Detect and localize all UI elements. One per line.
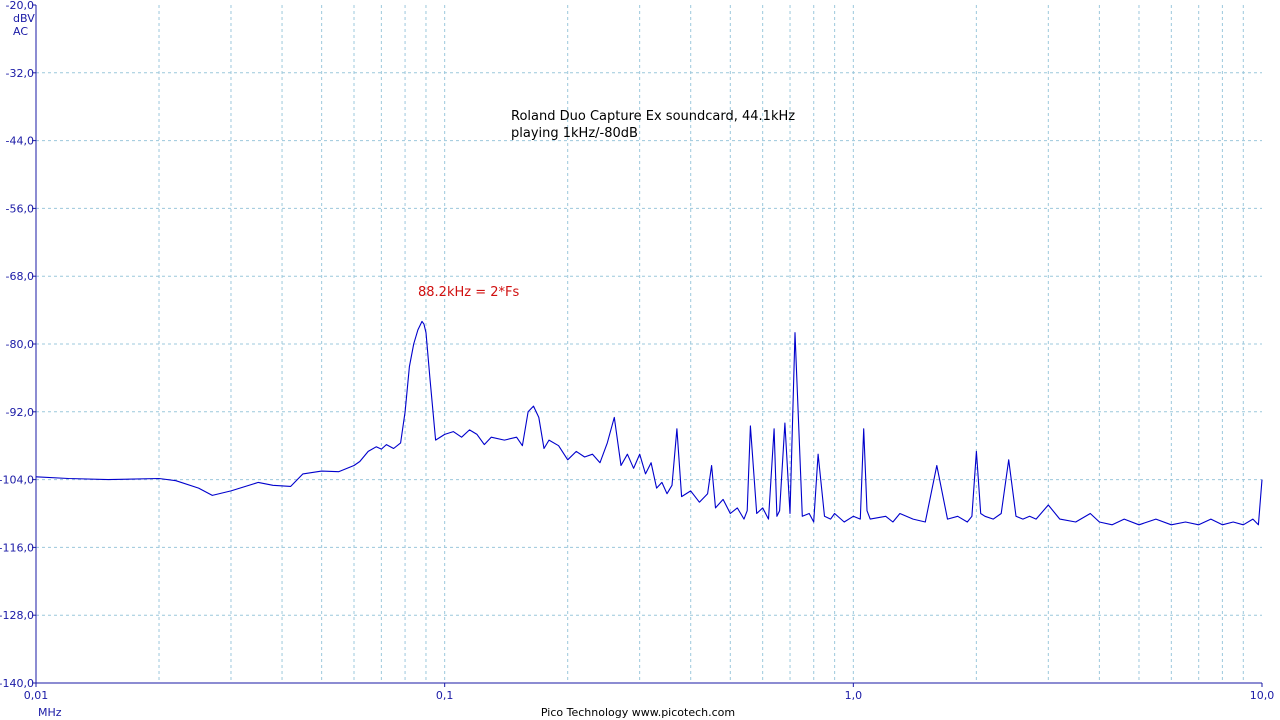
axes: -20,0 -32,0 -44,0 -56,0 -68,0 -80,0 -92,0 -104,… (0, 0, 1274, 702)
y-tick-label: -68,0 (6, 270, 34, 283)
y-unit-label-1: dBV (13, 12, 35, 25)
y-tick-label: -104,0 (0, 474, 34, 487)
y-tick-label: -92,0 (6, 406, 34, 419)
y-tick-label: -44,0 (6, 135, 34, 148)
y-tick-label: -116,0 (0, 541, 34, 554)
series-layer (35, 320, 1263, 526)
footer-credit: Pico Technology www.picotech.com (541, 706, 735, 719)
y-unit-label-2: AC (13, 25, 28, 38)
y-tick-label: -32,0 (6, 67, 34, 80)
spectrum-trace (35, 320, 1263, 526)
y-tick-label: -20,0 (6, 0, 34, 12)
chart-title-line-1: Roland Duo Capture Ex soundcard, 44.1kHz (511, 109, 795, 124)
x-tick-label: 10,0 (1250, 689, 1275, 702)
chart-title-line-2: playing 1kHz/-80dB (511, 126, 638, 141)
x-tick-label: 0,01 (24, 689, 49, 702)
x-tick-label: 1,0 (845, 689, 863, 702)
peak-annotation: 88.2kHz = 2*Fs (418, 285, 519, 300)
y-tick-label: -140,0 (0, 677, 34, 690)
y-tick-label: -80,0 (6, 338, 34, 351)
x-unit-label: MHz (38, 706, 62, 719)
y-tick-label: -128,0 (0, 609, 34, 622)
x-tick-label: 0,1 (436, 689, 454, 702)
y-tick-label: -56,0 (6, 202, 34, 215)
grid (36, 5, 1262, 683)
